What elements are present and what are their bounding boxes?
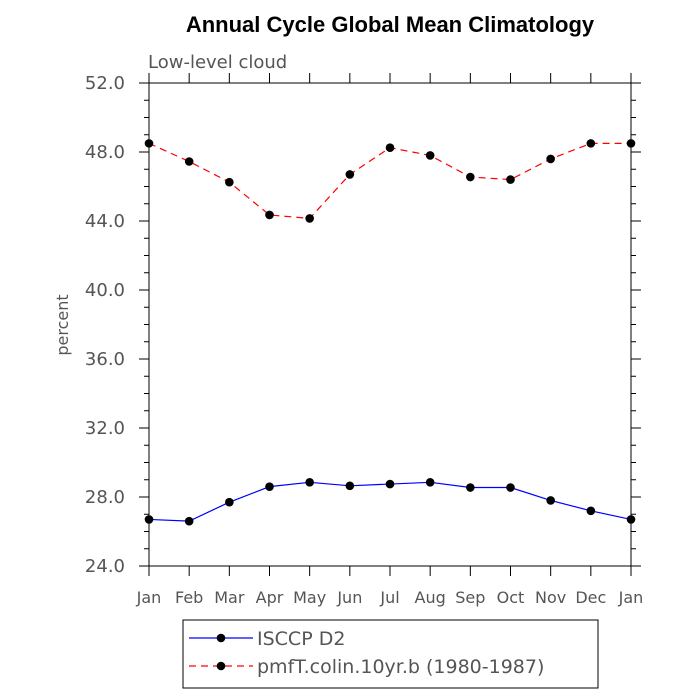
x-tick-label: Nov — [535, 588, 566, 607]
y-tick-label: 48.0 — [85, 142, 125, 163]
series-2-point — [626, 139, 636, 148]
series-2-point — [184, 157, 194, 166]
series-1-point — [546, 496, 555, 505]
series-2-point — [225, 177, 234, 187]
series-1-point — [265, 482, 274, 491]
y-tick-label: 40.0 — [85, 280, 125, 301]
legend-box — [182, 619, 599, 689]
x-tick-label: Jan — [136, 588, 162, 607]
chart-subtitle: Low-level cloud — [148, 52, 287, 73]
series-1-point — [466, 483, 475, 492]
y-tick-label: 44.0 — [85, 211, 125, 232]
series-2-point — [506, 175, 515, 184]
series-1-point — [184, 516, 194, 526]
x-tick-label: Sep — [455, 588, 485, 607]
y-tick-label: 36.0 — [85, 349, 125, 370]
y-tick-label: 52.0 — [85, 73, 125, 94]
x-tick-label: May — [293, 588, 326, 607]
series-2-point — [425, 151, 435, 160]
x-tick-label: Apr — [256, 588, 284, 607]
x-tick-label: Jun — [336, 588, 362, 607]
legend-marker-2 — [216, 661, 226, 671]
x-tick-label: Jul — [379, 588, 399, 607]
series-1-point — [225, 497, 234, 507]
series-2-point — [265, 210, 274, 220]
legend: ISCCP D2 pmfT.colin.10yr.b (1980-1987) — [182, 619, 599, 689]
legend-label-2: pmfT.colin.10yr.b (1980-1987) — [257, 656, 544, 678]
series-2-point — [546, 154, 555, 164]
x-tick-label: Mar — [214, 588, 245, 607]
y-tick-label: 32.0 — [85, 418, 125, 439]
series-2-point — [586, 139, 596, 148]
plot-area: 24.0 28.0 32.0 36.0 40.0 44.0 48.0 52.0 Jan Feb Ma… — [85, 73, 643, 607]
y-tick-label: 28.0 — [85, 487, 125, 508]
series-line-2 — [148, 142, 631, 220]
series-1-point — [144, 515, 154, 524]
series-1-point — [586, 506, 596, 516]
series-1-point — [345, 481, 355, 491]
series-2-point — [305, 214, 314, 223]
x-tick-label: Aug — [415, 588, 446, 607]
x-tick-label: Oct — [497, 588, 525, 607]
chart-title: Annual Cycle Global Mean Climatology — [186, 12, 595, 37]
series-2-point — [345, 170, 355, 179]
x-tick-label: Dec — [575, 588, 606, 607]
series-1-point — [425, 478, 435, 487]
series-1-point — [385, 479, 395, 489]
x-tick-label: Feb — [175, 588, 203, 607]
series-1-point — [506, 483, 515, 492]
series-1-point — [626, 515, 636, 524]
series-1-point — [305, 478, 314, 487]
x-tick-label: Jan — [618, 588, 644, 607]
y-axis-label: percent — [53, 294, 72, 355]
legend-marker-1 — [216, 633, 226, 643]
y-tick-label: 24.0 — [85, 556, 125, 577]
series-2-point — [144, 139, 154, 148]
series-2-point — [385, 143, 395, 152]
series-2-point — [466, 172, 475, 182]
legend-label-1: ISCCP D2 — [257, 628, 345, 650]
